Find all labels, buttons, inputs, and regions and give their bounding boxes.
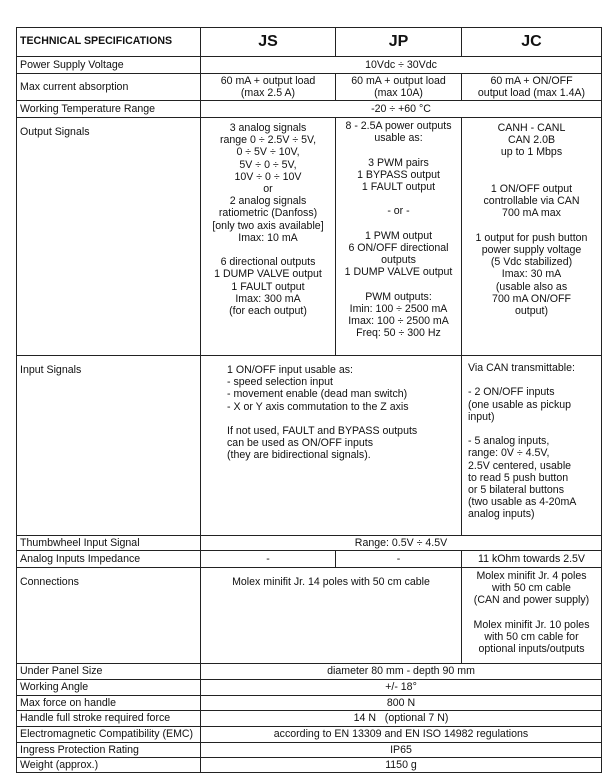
row-value: 1150 g [200,757,602,773]
js-value: 3 analog signals range 0 ÷ 2.5V ÷ 5V, 0 … [200,117,336,356]
row-label: Output Signals [16,117,201,356]
row-label: Ingress Protection Rating [16,742,201,758]
row-label: Max current absorption [16,73,201,101]
table-row: Ingress Protection Rating IP65 [16,742,602,758]
table-row: Working Angle +/- 18° [16,679,602,696]
jp-value: - [335,550,462,568]
table-row: Max current absorption 60 mA + output lo… [16,73,602,101]
js-value: - [200,550,336,568]
row-value: Range: 0.5V ÷ 4.5V [200,535,602,551]
jc-value: CANH - CANL CAN 2.0B up to 1 Mbps 1 ON/O… [461,117,602,356]
jsjp-value: Molex minifit Jr. 14 poles with 50 cm ca… [200,567,462,664]
table-row: Input Signals 1 ON/OFF input usable as: … [16,355,602,536]
row-value: +/- 18° [200,679,602,696]
jp-value: 8 - 2.5A power outputs usable as: 3 PWM … [335,117,462,356]
jsjp-value: 1 ON/OFF input usable as: - speed select… [200,355,462,536]
table-row: Under Panel Size diameter 80 mm - depth … [16,663,602,680]
table-row: Power Supply Voltage 10Vdc ÷ 30Vdc [16,56,602,74]
row-value: 800 N [200,695,602,711]
jc-value: 11 kOhm towards 2.5V [461,550,602,568]
row-label: Max force on handle [16,695,201,711]
row-value: 14 N (optional 7 N) [200,710,602,727]
col-jp: JP [335,27,462,57]
jc-value: Molex minifit Jr. 4 poles with 50 cm cab… [461,567,602,664]
jp-value: 60 mA + output load (max 10A) [335,73,462,101]
jc-value: Via CAN transmittable: - 2 ON/OFF inputs… [461,355,602,536]
table-row: Weight (approx.) 1150 g [16,757,602,773]
spec-table: TECHNICAL SPECIFICATIONS JS JP JC Power … [16,27,602,773]
row-label: Under Panel Size [16,663,201,680]
row-label: Connections [16,567,201,664]
table-row: Working Temperature Range -20 ÷ +60 °C [16,100,602,118]
col-js: JS [200,27,336,57]
table-row: Output Signals 3 analog signals range 0 … [16,117,602,356]
row-value: IP65 [200,742,602,758]
header-row: TECHNICAL SPECIFICATIONS JS JP JC [16,27,602,57]
row-label: Weight (approx.) [16,757,201,773]
row-label: Analog Inputs Impedance [16,550,201,568]
row-label: Handle full stroke required force [16,710,201,727]
row-value: according to EN 13309 and EN ISO 14982 r… [200,726,602,743]
table-row: Thumbwheel Input Signal Range: 0.5V ÷ 4.… [16,535,602,551]
row-value: diameter 80 mm - depth 90 mm [200,663,602,680]
table-row: Analog Inputs Impedance - - 11 kOhm towa… [16,550,602,568]
table-row: Max force on handle 800 N [16,695,602,711]
table-title: TECHNICAL SPECIFICATIONS [16,27,201,57]
row-label: Power Supply Voltage [16,56,201,74]
row-label: Electromagnetic Compatibility (EMC) [16,726,201,743]
col-jc: JC [461,27,602,57]
js-value: 60 mA + output load (max 2.5 A) [200,73,336,101]
row-label: Thumbwheel Input Signal [16,535,201,551]
table-row: Handle full stroke required force 14 N (… [16,710,602,727]
row-label: Working Temperature Range [16,100,201,118]
row-value: 10Vdc ÷ 30Vdc [200,56,602,74]
row-label: Working Angle [16,679,201,696]
table-row: Electromagnetic Compatibility (EMC) acco… [16,726,602,743]
jc-value: 60 mA + ON/OFF output load (max 1.4A) [461,73,602,101]
row-value: -20 ÷ +60 °C [200,100,602,118]
row-label: Input Signals [16,355,201,536]
table-row: Connections Molex minifit Jr. 14 poles w… [16,567,602,664]
